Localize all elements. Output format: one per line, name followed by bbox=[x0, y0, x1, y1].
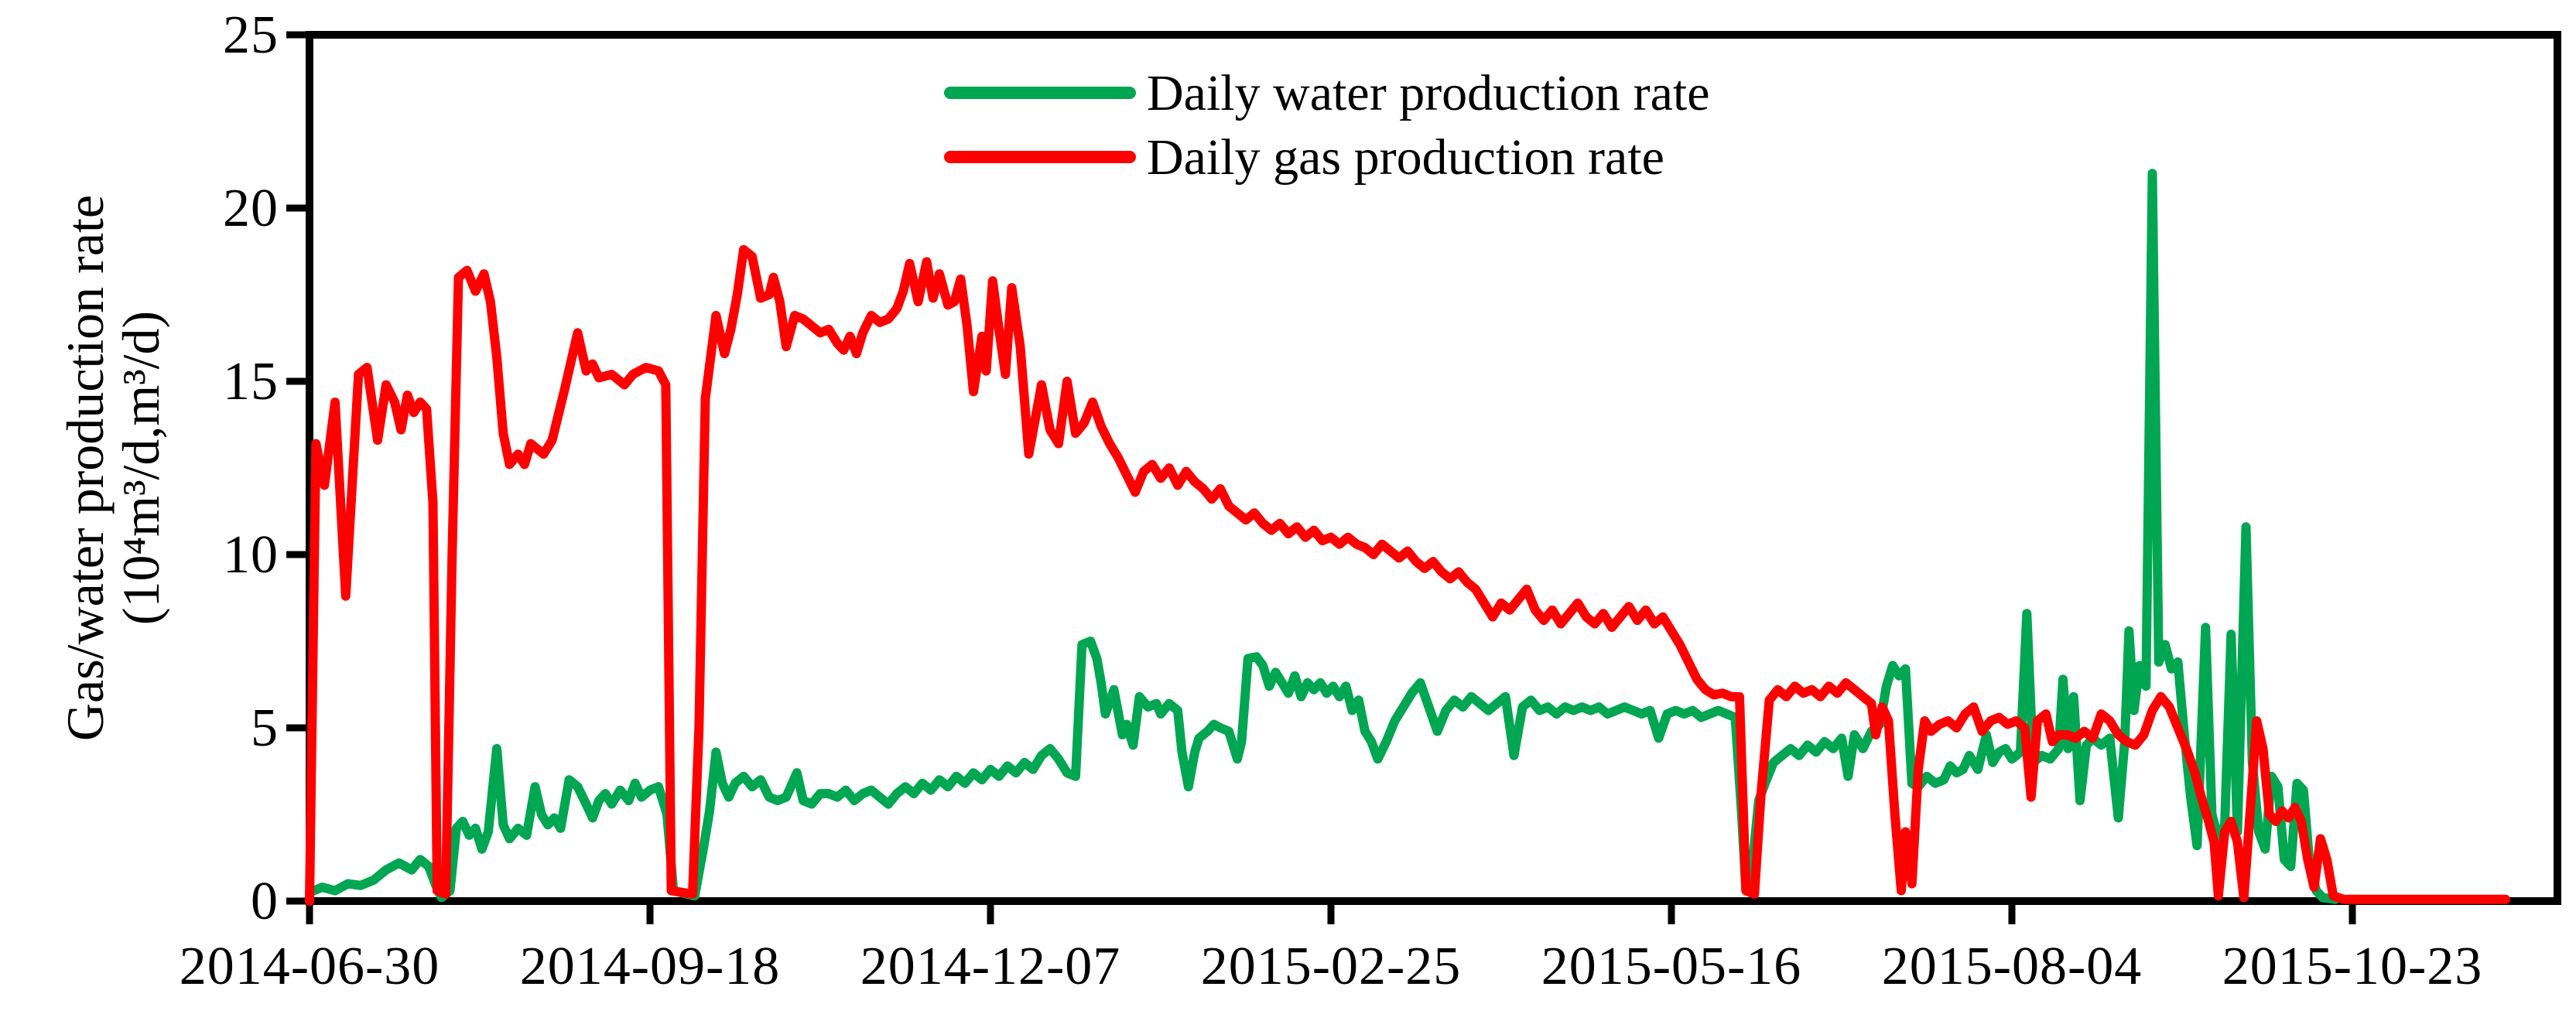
legend-gas-label: Daily gas production rate bbox=[1147, 129, 1664, 186]
y-axis-title-line2: (10⁴m³/d,m³/d) bbox=[111, 311, 170, 625]
x-tick-label-2014-09-18: 2014-09-18 bbox=[520, 937, 781, 996]
legend-water-label: Daily water production rate bbox=[1147, 65, 1710, 121]
y-tick-label-25: 25 bbox=[223, 5, 279, 65]
y-axis-title-line1: Gas/water production rate bbox=[56, 195, 115, 741]
y-tick-label-5: 5 bbox=[251, 698, 279, 758]
x-tick-label-2015-02-25: 2015-02-25 bbox=[1201, 937, 1462, 996]
x-tick-label-2014-06-30: 2014-06-30 bbox=[180, 937, 440, 996]
y-tick-label-15: 15 bbox=[223, 352, 279, 411]
plot-border bbox=[306, 31, 2561, 905]
legend: Daily water production rate Daily gas pr… bbox=[944, 65, 1710, 186]
x-tick-label-2015-08-04: 2015-08-04 bbox=[1882, 937, 2143, 996]
x-tick-label-2015-10-23: 2015-10-23 bbox=[2222, 937, 2483, 996]
y-tick-label-10: 10 bbox=[223, 525, 279, 585]
y-tick-label-0: 0 bbox=[251, 872, 279, 931]
axes-layer bbox=[286, 31, 2561, 924]
y-tick-label-20: 20 bbox=[223, 179, 279, 238]
series-layer bbox=[305, 169, 2510, 906]
x-tick-label-2014-12-07: 2014-12-07 bbox=[860, 937, 1121, 996]
gas-series-line bbox=[305, 244, 2510, 906]
x-tick-label-2015-05-16: 2015-05-16 bbox=[1541, 937, 1802, 996]
